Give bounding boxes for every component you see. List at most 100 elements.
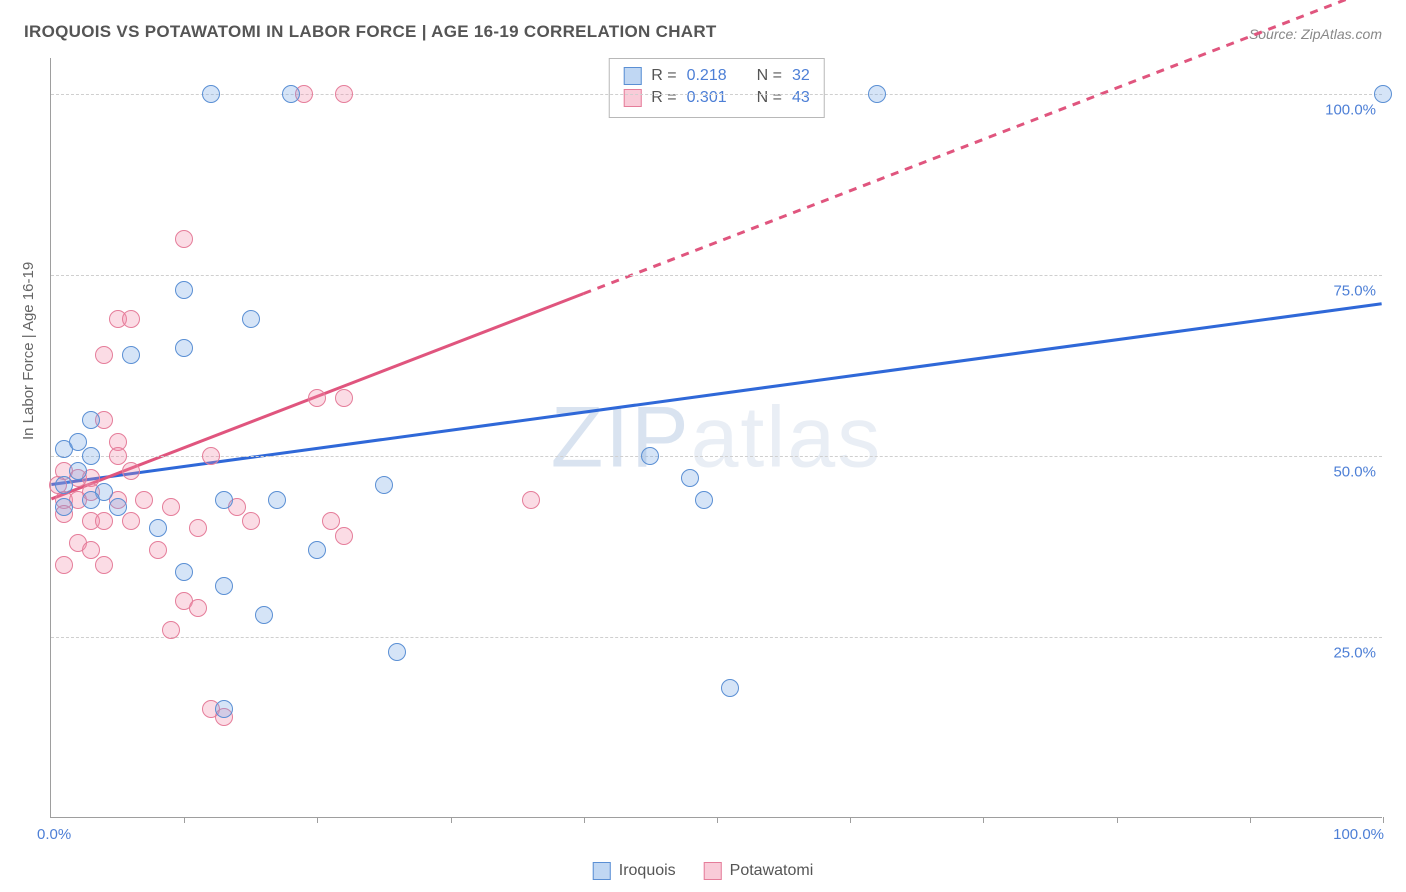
scatter-point-iroquois: [388, 643, 406, 661]
stats-legend-box: R = 0.218 N = 32 R = 0.301 N = 43: [608, 58, 825, 118]
scatter-point-iroquois: [375, 476, 393, 494]
scatter-point-iroquois: [109, 498, 127, 516]
gridline: [51, 275, 1382, 276]
n-value-iroquois: 32: [792, 67, 810, 85]
scatter-point-potawatomi: [95, 556, 113, 574]
scatter-point-potawatomi: [122, 310, 140, 328]
y-tick-label: 50.0%: [1333, 464, 1376, 481]
x-tick-min: 0.0%: [37, 826, 71, 843]
scatter-point-iroquois: [308, 541, 326, 559]
scatter-point-iroquois: [69, 462, 87, 480]
swatch-pink-icon: [704, 862, 722, 880]
scatter-point-potawatomi: [149, 541, 167, 559]
legend-item-iroquois: Iroquois: [593, 862, 676, 880]
scatter-point-iroquois: [721, 679, 739, 697]
scatter-point-iroquois: [215, 700, 233, 718]
n-value-potawatomi: 43: [792, 89, 810, 107]
scatter-point-potawatomi: [55, 556, 73, 574]
scatter-point-iroquois: [695, 491, 713, 509]
scatter-point-iroquois: [82, 491, 100, 509]
x-tick: [317, 817, 318, 823]
x-tick: [1250, 817, 1251, 823]
scatter-point-iroquois: [202, 85, 220, 103]
scatter-point-iroquois: [55, 498, 73, 516]
scatter-point-potawatomi: [122, 462, 140, 480]
x-tick: [850, 817, 851, 823]
scatter-point-iroquois: [175, 339, 193, 357]
scatter-point-potawatomi: [202, 447, 220, 465]
scatter-point-iroquois: [255, 606, 273, 624]
scatter-point-iroquois: [149, 519, 167, 537]
scatter-point-potawatomi: [162, 621, 180, 639]
scatter-point-iroquois: [82, 447, 100, 465]
y-axis-label: In Labor Force | Age 16-19: [20, 262, 37, 440]
x-tick: [451, 817, 452, 823]
n-label: N =: [757, 89, 782, 107]
scatter-point-iroquois: [868, 85, 886, 103]
swatch-pink-icon: [623, 89, 641, 107]
x-tick: [184, 817, 185, 823]
x-tick: [584, 817, 585, 823]
gridline: [51, 456, 1382, 457]
scatter-point-potawatomi: [189, 519, 207, 537]
gridline: [51, 94, 1382, 95]
legend-label-iroquois: Iroquois: [619, 862, 676, 880]
stats-row-potawatomi: R = 0.301 N = 43: [623, 87, 810, 109]
scatter-point-potawatomi: [162, 498, 180, 516]
scatter-point-potawatomi: [175, 230, 193, 248]
r-label: R =: [651, 67, 676, 85]
scatter-point-potawatomi: [335, 389, 353, 407]
watermark: ZIPatlas: [551, 388, 882, 487]
x-tick-max: 100.0%: [1333, 826, 1384, 843]
scatter-point-iroquois: [82, 411, 100, 429]
y-tick-label: 25.0%: [1333, 645, 1376, 662]
scatter-point-potawatomi: [242, 512, 260, 530]
scatter-point-iroquois: [641, 447, 659, 465]
gridline: [51, 637, 1382, 638]
y-tick-label: 75.0%: [1333, 283, 1376, 300]
scatter-point-iroquois: [681, 469, 699, 487]
scatter-point-potawatomi: [122, 512, 140, 530]
scatter-point-iroquois: [1374, 85, 1392, 103]
r-value-iroquois: 0.218: [687, 67, 727, 85]
stats-row-iroquois: R = 0.218 N = 32: [623, 65, 810, 87]
trend-lines-layer: [51, 58, 1382, 817]
legend-item-potawatomi: Potawatomi: [704, 862, 814, 880]
n-label: N =: [757, 67, 782, 85]
scatter-point-potawatomi: [135, 491, 153, 509]
scatter-point-potawatomi: [522, 491, 540, 509]
x-tick: [983, 817, 984, 823]
x-tick: [717, 817, 718, 823]
scatter-point-iroquois: [175, 563, 193, 581]
scatter-point-iroquois: [122, 346, 140, 364]
scatter-point-iroquois: [268, 491, 286, 509]
series-legend: Iroquois Potawatomi: [593, 862, 814, 880]
scatter-point-potawatomi: [189, 599, 207, 617]
y-tick-label: 100.0%: [1325, 102, 1376, 119]
scatter-point-iroquois: [282, 85, 300, 103]
scatter-point-potawatomi: [95, 512, 113, 530]
x-tick: [1117, 817, 1118, 823]
r-value-potawatomi: 0.301: [687, 89, 727, 107]
scatter-point-potawatomi: [82, 541, 100, 559]
r-label: R =: [651, 89, 676, 107]
scatter-point-iroquois: [242, 310, 260, 328]
scatter-point-iroquois: [215, 491, 233, 509]
scatter-point-potawatomi: [95, 346, 113, 364]
scatter-point-potawatomi: [335, 85, 353, 103]
scatter-point-iroquois: [55, 476, 73, 494]
source-attribution: Source: ZipAtlas.com: [1249, 26, 1382, 42]
chart-title: IROQUOIS VS POTAWATOMI IN LABOR FORCE | …: [24, 22, 717, 42]
scatter-point-potawatomi: [335, 527, 353, 545]
scatter-point-iroquois: [69, 433, 87, 451]
plot-area: ZIPatlas R = 0.218 N = 32 R = 0.301 N = …: [50, 58, 1382, 818]
scatter-point-potawatomi: [322, 512, 340, 530]
swatch-blue-icon: [593, 862, 611, 880]
swatch-blue-icon: [623, 67, 641, 85]
legend-label-potawatomi: Potawatomi: [730, 862, 814, 880]
scatter-point-potawatomi: [308, 389, 326, 407]
scatter-point-potawatomi: [109, 447, 127, 465]
scatter-point-iroquois: [215, 577, 233, 595]
scatter-point-iroquois: [175, 281, 193, 299]
x-tick: [1383, 817, 1384, 823]
